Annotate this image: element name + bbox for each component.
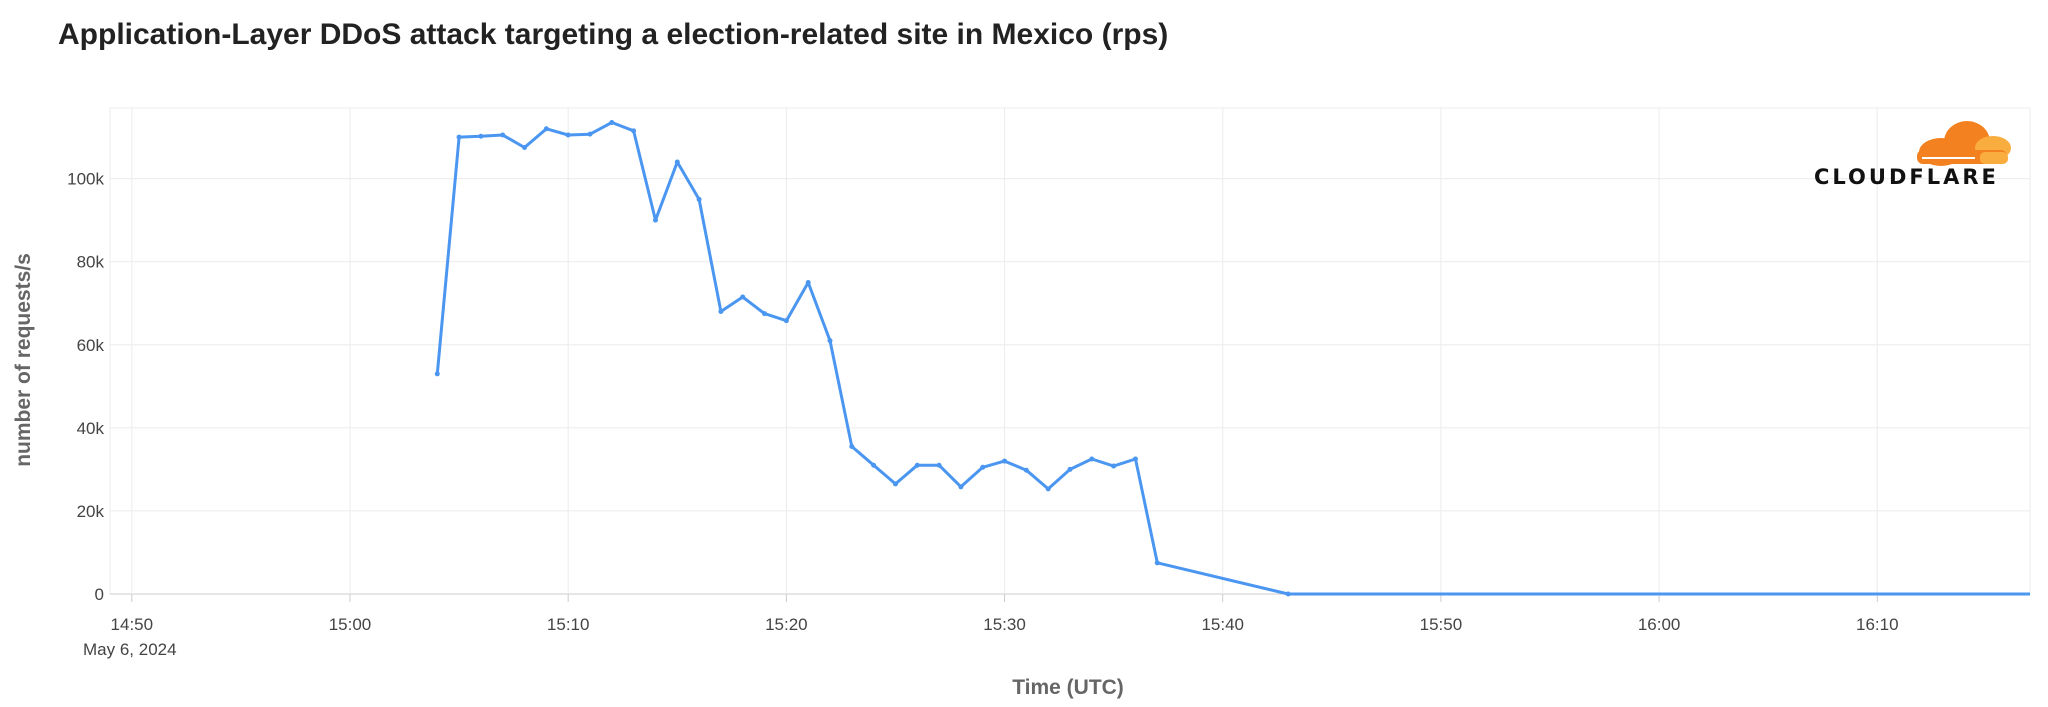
y-tick-label: 40k xyxy=(77,419,105,438)
x-tick-label: 14:50 xyxy=(111,615,154,634)
data-point xyxy=(914,462,920,468)
series-layer xyxy=(434,120,2030,597)
data-point xyxy=(1067,466,1073,472)
data-point xyxy=(936,462,942,468)
plot-frame xyxy=(109,107,2031,595)
x-tick-label: 15:20 xyxy=(765,615,808,634)
x-tick-label: 15:30 xyxy=(983,615,1026,634)
x-tick-label: 15:00 xyxy=(329,615,372,634)
x-tick-label: 16:00 xyxy=(1638,615,1681,634)
data-point xyxy=(718,309,724,315)
y-tick-label: 100k xyxy=(67,170,104,189)
data-point xyxy=(631,128,637,134)
data-point xyxy=(1285,591,1291,597)
data-point xyxy=(740,294,746,300)
y-tick-label: 0 xyxy=(95,585,104,604)
axis-ticks: 0 20k 40k 60k 80k 100k 14:50 15:00 15:10 15:20 15:… xyxy=(67,170,1898,634)
cloudflare-logo: CLOUDFLARE xyxy=(1814,121,2011,189)
x-tick-label: 15:10 xyxy=(547,615,590,634)
data-point xyxy=(1154,560,1160,566)
data-point xyxy=(871,462,877,468)
data-point xyxy=(1023,467,1029,473)
data-point xyxy=(456,134,462,140)
cloud-icon xyxy=(1917,121,2011,166)
data-point xyxy=(762,311,768,317)
data-point xyxy=(522,144,528,150)
data-point xyxy=(1002,458,1008,464)
data-point xyxy=(805,279,811,285)
data-point xyxy=(652,217,658,223)
data-point xyxy=(587,131,593,137)
y-tick-label: 60k xyxy=(77,336,105,355)
data-point xyxy=(500,132,506,138)
logo-wordmark: CLOUDFLARE xyxy=(1814,165,1999,189)
x-tick-label: 15:50 xyxy=(1420,615,1463,634)
data-point xyxy=(849,444,855,450)
date-label: May 6, 2024 xyxy=(83,640,177,659)
chart-title: Application-Layer DDoS attack targeting … xyxy=(58,18,1169,51)
y-tick-label: 20k xyxy=(77,502,105,521)
data-point xyxy=(1132,456,1138,462)
data-point xyxy=(783,318,789,324)
data-point xyxy=(827,338,833,344)
series-line xyxy=(435,121,2030,596)
data-point xyxy=(958,484,964,490)
grid xyxy=(109,107,2031,602)
data-point xyxy=(434,371,440,377)
data-point xyxy=(609,120,615,126)
x-tick-label: 15:40 xyxy=(1201,615,1244,634)
data-point xyxy=(892,481,898,487)
data-point xyxy=(478,133,484,139)
data-point xyxy=(980,464,986,470)
data-point xyxy=(696,196,702,202)
data-point xyxy=(543,126,549,132)
data-point xyxy=(674,159,680,165)
y-axis-title: number of requests/s xyxy=(12,253,35,467)
data-point xyxy=(1111,463,1117,469)
x-tick-label: 16:10 xyxy=(1856,615,1899,634)
x-axis-title: Time (UTC) xyxy=(1012,676,1124,699)
y-tick-label: 80k xyxy=(77,253,105,272)
data-point xyxy=(1045,486,1051,492)
data-point xyxy=(1089,456,1095,462)
data-point xyxy=(565,132,571,138)
